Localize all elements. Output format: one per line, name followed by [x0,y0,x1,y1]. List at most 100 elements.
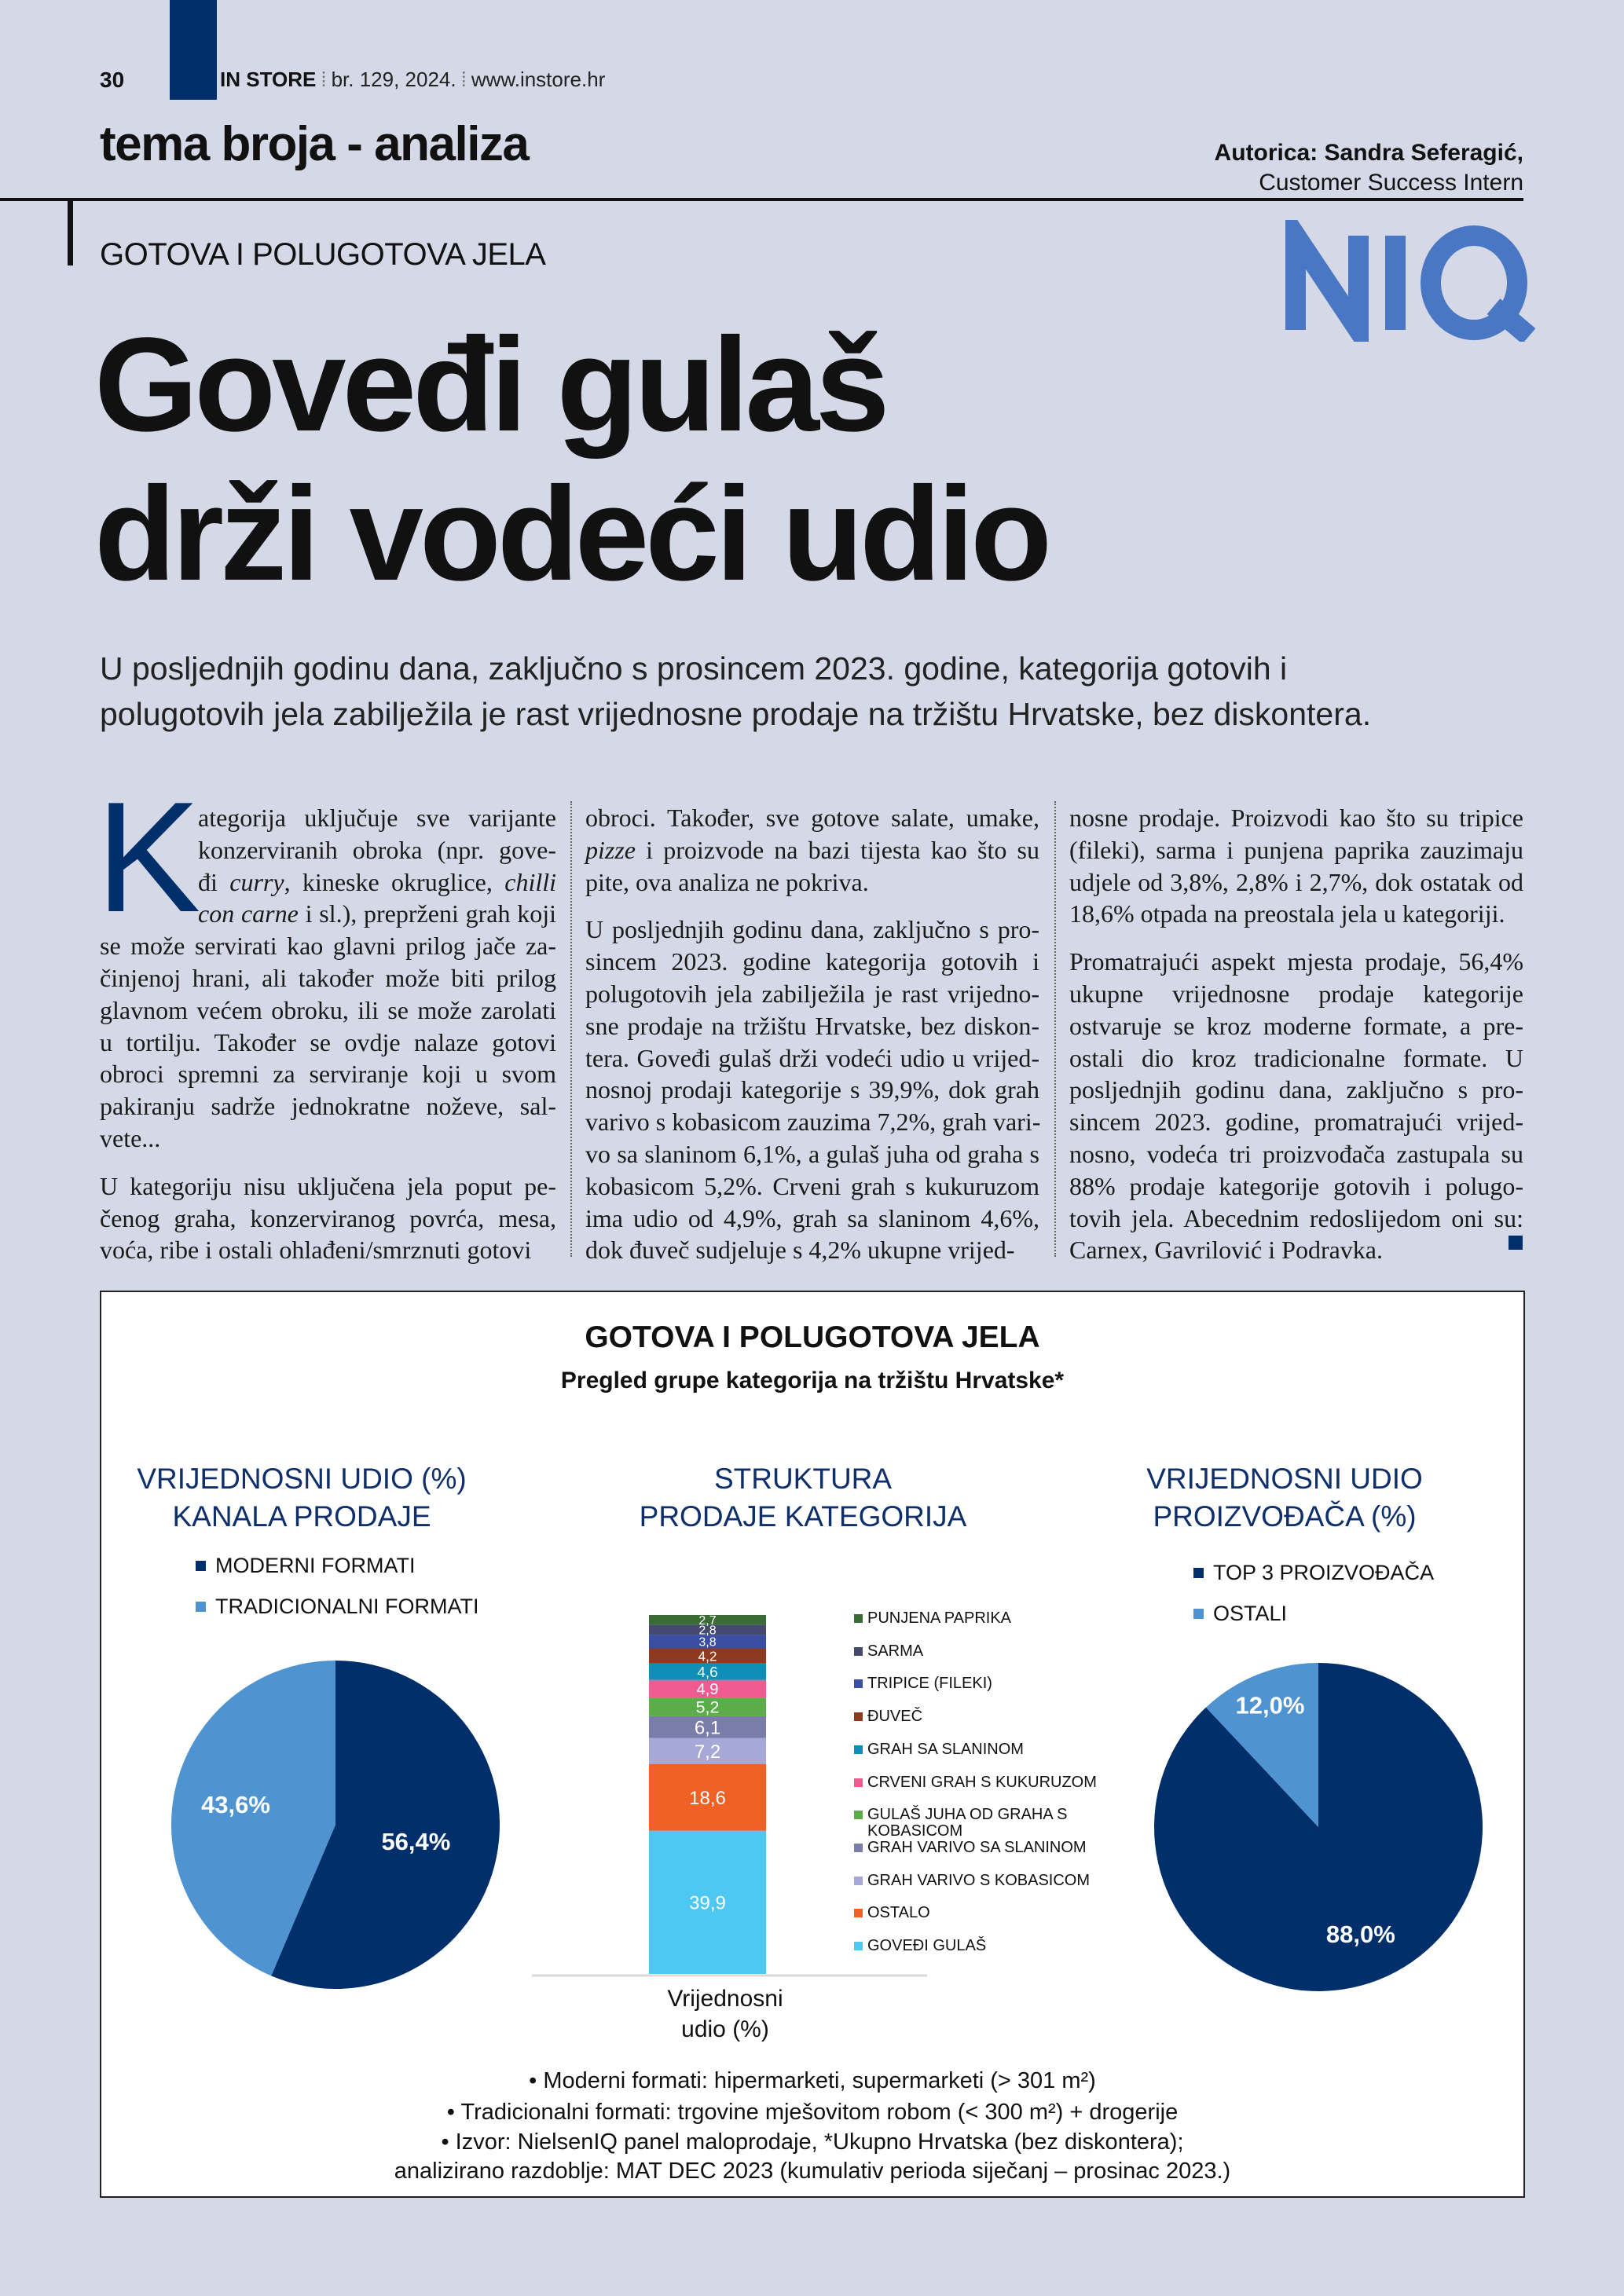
text-run: ostvaruje se kroz moderne formate, a pre… [1069,1011,1523,1040]
article-kicker: GOTOVA I POLUGOTOVA JELA [100,237,546,272]
infographic-subtitle: Pregled grupe kategorija na tržištu Hrva… [560,1368,1065,1393]
charts-canvas: 56,4% 43,6% 88,0% 12,0% 39,9 18,6 7,2 6,15,24,9… [171,1614,1483,1991]
text-run: i proizvode na bazi tijesta kao što su [636,835,1039,864]
channel-share-heading: VRIJEDNOSNI UDIO (%) KANALA PRODAJE [82,1460,522,1536]
bar-data-label: 4,6 [697,1664,717,1681]
bar-data-label: 39,9 [689,1892,726,1913]
text-run: sne prodaje na tržištu Hrvatske, bez dis… [585,1011,1039,1040]
text-line: obroci. Također, sve gotove salate, umak… [585,802,1039,834]
text-run: i sl.), preprženi grah koji [298,899,556,928]
text-line: tera. Goveđi gulaš drži vodeći udio u vr… [585,1042,1039,1075]
heading-line: VRIJEDNOSNI UDIO (%) [137,1463,467,1495]
legend-swatch [854,1843,863,1852]
heading-line: KANALA PRODAJE [172,1500,431,1532]
author-byline: Autorica: Sandra Seferagić, Customer Suc… [1215,138,1523,198]
pie-slice [271,1661,500,1989]
legend-label: MODERNI FORMATI [215,1554,416,1577]
legend-item: MODERNI FORMATI [196,1554,415,1578]
text-run: , kineske okruglice, [284,867,505,896]
x-label-line: udio (%) [681,2016,769,2042]
text-line: čenog graha, konzerviranog povrća, mesa, [100,1203,556,1235]
bar-x-label: Vrijednosni udio (%) [489,1983,961,2045]
text-line: ategorija uključuje sve varijante [100,802,556,834]
text-run: voća, ribe i ostali ohlađeni/smrznuti go… [100,1236,532,1265]
text-line: vo sa slaninom 6,1%, a gulaš juha od gra… [585,1138,1039,1170]
text-run: U kategoriju nisu uključena jela poput p… [100,1171,556,1200]
author-role: Customer Success Intern [1259,170,1523,196]
text-line: ostvaruje se kroz moderne formate, a pre… [1069,1010,1523,1042]
legend-label: OSTALI [1213,1602,1288,1625]
pie-slice [171,1661,335,1976]
legend-item: OSTALO [854,1905,930,1921]
text-run: nosne prodaje. Proizvodi kao što su trip… [1069,804,1523,832]
lead-line: U posljednjih godinu dana, zaključno s p… [100,650,1288,687]
text-run: obroci spremni za serviranje koji u svom [100,1060,556,1089]
article-column-2: obroci. Također, sve gotove salate, umak… [585,802,1041,1282]
article-column-3: nosne prodaje. Proizvodi kao što su trip… [1069,802,1523,1282]
bar-segment [649,1624,766,1635]
text-run: varivo s kobasicom zauzima 7,2%, grah va… [585,1108,1041,1137]
bar-data-label: 5,2 [696,1698,720,1717]
lead-line: polugotovih jela zabilježila je rast vri… [100,696,1372,732]
legend-item: TOP 3 PROIZVOĐAČA [1193,1561,1434,1585]
legend-label: SARMA [867,1642,924,1660]
bar-data-label: 6,1 [695,1717,720,1738]
legend-swatch [854,1614,863,1623]
heading-line: PRODAJE KATEGORIJA [639,1500,967,1532]
drop-cap: K [96,770,201,945]
legend-label: PUNJENA PAPRIKA [867,1609,1012,1627]
pie-slice [1205,1663,1318,1827]
bar-segment [649,1648,766,1664]
heading-line: VRIJEDNOSNI UDIO [1146,1463,1423,1495]
text-line: glavnom većem obroku, ili se može zarola… [100,994,556,1027]
text-run: pakiranju sadrže jednokratne noževe, sal… [100,1092,556,1121]
text-line: sincem 2023. godine kategorija gotovih i [585,946,1039,978]
text-line: ostali dio kroz tradicionalne formate. U [1069,1042,1523,1075]
legend-swatch [196,1561,206,1571]
text-line: obroci spremni za serviranje koji u svom [100,1058,556,1090]
italic-text: chilli [504,867,556,896]
legend-label: TOP 3 PROIZVOĐAČA [1213,1561,1435,1584]
legend-swatch [854,1778,863,1787]
headline-line: Goveđi gulaš [94,310,889,460]
bar-data-label: 7,2 [695,1741,720,1763]
masthead: IN STORE ⁞ br. 129, 2024. ⁞ www.instore.hr [220,68,606,91]
infographic-box: GOTOVA I POLUGOTOVA JELA Pregled grupe k… [100,1291,1525,2198]
text-run: dok đuveč sudjeluje s 4,2% ukupne vrijed… [585,1236,1015,1265]
column-divider [570,801,572,1257]
text-run: polugotovih jela zabilježila je rast vri… [585,979,1039,1008]
text-run: konzerviranih obroka (npr. gove- [198,835,556,864]
legend-swatch [854,1646,863,1656]
text-run: 88% prodaje kategorije gotovih i polugo- [1069,1171,1523,1200]
legend-label: ĐUVEČ [867,1708,923,1726]
header-divider [0,198,1523,201]
website-link[interactable]: www.instore.hr [471,68,606,91]
paragraph: nosne prodaje. Proizvodi kao što su trip… [1069,802,1523,930]
paragraph: ategorija uključuje sve varijante konzerv… [100,802,556,1155]
legend-label: GOVEĐI GULAŠ [867,1937,987,1954]
text-line: pite, ova analiza ne pokriva. [585,866,1039,899]
end-of-article-mark [1509,1236,1523,1250]
paragraph: obroci. Također, sve gotove salate, umak… [585,802,1039,898]
text-run: sincem 2023. godine, promatrajući vrijed… [1069,1108,1523,1137]
legend-swatch [1193,1609,1204,1619]
text-run: čenog graha, konzerviranog povrća, mesa, [100,1203,556,1232]
text-line: U kategoriju nisu uključena jela poput p… [100,1170,556,1203]
text-line: U posljednjih godinu dana, zaključno s p… [585,914,1039,946]
italic-text: pizze [585,835,636,864]
legend-label: GRAH SA SLANINOM [867,1740,1024,1758]
footnote: • Izvor: NielsenIQ panel maloprodaje, *U… [441,2129,1184,2155]
bar-data-label: 2,8 [698,1624,716,1637]
footnote: • Moderni formati: hipermarketi, superma… [529,2068,1096,2093]
bar-segment [649,1697,766,1716]
text-run: ukupne vrijednosne prodaje kategorije [1069,979,1523,1008]
niq-logo [1285,220,1536,342]
legend-swatch [854,1811,863,1820]
bar-segment [649,1716,766,1738]
lead-paragraph: U posljednjih godinu dana, zaključno s p… [100,646,1530,737]
text-run: vete... [100,1123,161,1152]
bar-segment [649,1830,766,1974]
text-run: đi [198,867,230,896]
brand-name: IN STORE [220,68,317,91]
text-run: udjele od 3,8%, 2,8% i 2,7%, dok ostatak… [1069,867,1523,896]
